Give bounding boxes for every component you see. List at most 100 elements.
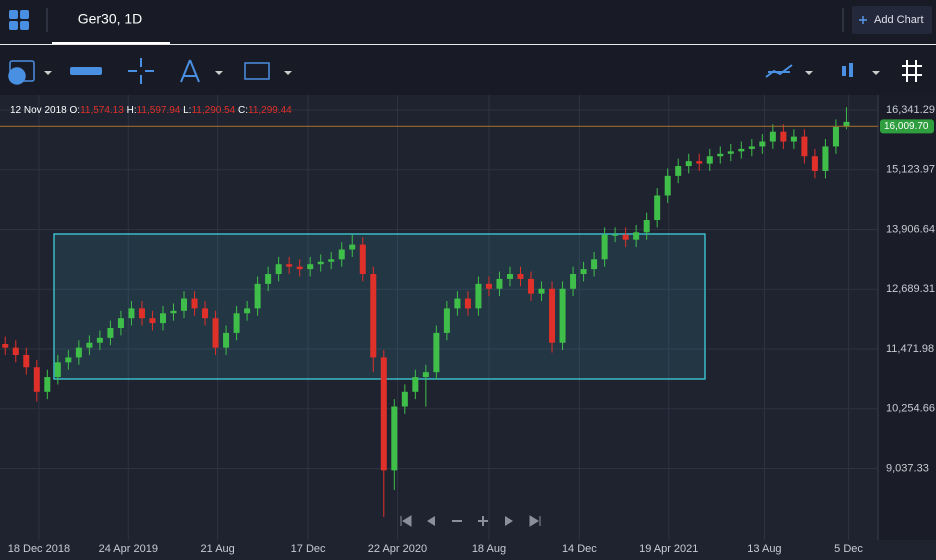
price-axis xyxy=(878,95,936,540)
zoom-in[interactable] xyxy=(478,516,488,526)
chart-tab[interactable]: Ger30, 1D xyxy=(78,11,143,27)
dropdown[interactable] xyxy=(215,71,223,75)
candle-body xyxy=(244,308,251,314)
last-price-label: 16,009.70 xyxy=(884,121,929,132)
candle-body xyxy=(128,308,135,319)
dropdown[interactable] xyxy=(872,71,880,75)
candle-body xyxy=(359,244,366,275)
nav-forward[interactable] xyxy=(505,516,513,526)
candle-body xyxy=(401,391,408,407)
candle-body xyxy=(538,288,545,294)
x-tick-label: 5 Dec xyxy=(834,543,863,555)
candle-body xyxy=(727,151,734,154)
nav-end[interactable] xyxy=(529,515,541,527)
candle-body xyxy=(664,175,671,196)
drawing-tool[interactable] xyxy=(180,59,200,83)
icon xyxy=(20,21,29,30)
x-tick-label: 19 Apr 2021 xyxy=(639,543,698,555)
candle-body xyxy=(643,220,650,233)
dropdown[interactable] xyxy=(805,71,813,75)
candle-body xyxy=(738,148,745,152)
candle-body xyxy=(117,318,124,329)
plot-area: 9,037.33 10,254.66 11,471.98 12,689.31 13,90… xyxy=(0,95,936,555)
candle-body xyxy=(570,274,577,289)
candle-body xyxy=(391,406,398,471)
y-tick-label: 16,341.29 xyxy=(886,104,935,116)
candle-body xyxy=(454,298,461,309)
plus-icon xyxy=(859,16,867,24)
y-tick-label: 12,689.31 xyxy=(886,283,935,295)
candle-body xyxy=(65,357,72,363)
plot-background xyxy=(0,95,878,540)
candle-body xyxy=(181,298,188,311)
candle-body xyxy=(223,332,230,348)
value: 11,574.13 xyxy=(80,105,124,116)
candle-body xyxy=(86,342,93,348)
grid-toggle[interactable] xyxy=(902,60,922,82)
dropdown[interactable] xyxy=(44,71,52,75)
y-tick-label: 10,254.66 xyxy=(886,403,935,415)
dropdown[interactable] xyxy=(284,71,292,75)
candle-body xyxy=(254,283,261,309)
candle-body xyxy=(801,136,808,157)
chart-type-tool[interactable] xyxy=(842,63,853,77)
candle-body xyxy=(212,318,219,348)
icon xyxy=(849,63,853,77)
label: O: xyxy=(70,105,81,116)
candle-body xyxy=(12,347,19,355)
icon xyxy=(9,10,18,19)
candle-body xyxy=(675,166,682,176)
icon xyxy=(8,67,26,85)
candle-body xyxy=(612,234,619,236)
candle-body xyxy=(696,161,703,164)
candle-body xyxy=(769,131,776,142)
indicator-tool[interactable] xyxy=(765,64,793,78)
candle-body xyxy=(780,131,787,142)
nav-start[interactable] xyxy=(400,515,412,527)
date: 12 Nov 2018 xyxy=(10,105,67,116)
candle-body xyxy=(811,156,818,171)
crosshair-tool[interactable] xyxy=(128,58,154,84)
candle-body xyxy=(138,308,145,319)
candle-body xyxy=(370,274,377,358)
calendar-tool[interactable] xyxy=(8,60,35,85)
candle-body xyxy=(549,288,556,343)
candle-body xyxy=(822,146,829,171)
candle-body xyxy=(159,313,166,324)
x-tick-label: 13 Aug xyxy=(747,543,781,555)
range-tool[interactable] xyxy=(70,67,102,75)
x-tick-label: 22 Apr 2020 xyxy=(368,543,427,555)
value: 11,299.44 xyxy=(248,105,292,116)
x-tick-label: 24 Apr 2019 xyxy=(99,543,158,555)
candle-body xyxy=(654,195,661,221)
candle-body xyxy=(506,274,513,279)
value: 11,290.54 xyxy=(191,105,235,116)
add-chart-button[interactable] xyxy=(852,6,932,34)
nav-back[interactable] xyxy=(427,516,435,526)
layout-button[interactable] xyxy=(9,10,29,30)
candle-body xyxy=(191,298,198,309)
tab-bar xyxy=(0,0,936,44)
y-tick-label: 9,037.33 xyxy=(886,462,929,474)
candle-body xyxy=(633,232,640,240)
candle-body xyxy=(349,244,356,250)
candle-body xyxy=(843,121,850,127)
candle-body xyxy=(275,264,282,275)
label: C: xyxy=(238,105,248,116)
candle-body xyxy=(286,264,293,267)
candle-body xyxy=(265,274,272,284)
add-chart-label: Add Chart xyxy=(874,14,924,26)
toolbar xyxy=(0,45,936,95)
x-tick-label: 21 Aug xyxy=(201,543,235,555)
icon xyxy=(842,66,846,76)
candle-body xyxy=(591,259,598,270)
candle-body xyxy=(717,153,724,157)
ohlc-header: 12 Nov 2018 O:11,574.13 H:11,597.94 L:11… xyxy=(10,105,292,116)
label: L: xyxy=(183,105,191,116)
shape-tool[interactable] xyxy=(244,62,270,80)
candle-body xyxy=(759,141,766,147)
candle-body xyxy=(338,249,345,260)
candle-body xyxy=(559,288,566,343)
